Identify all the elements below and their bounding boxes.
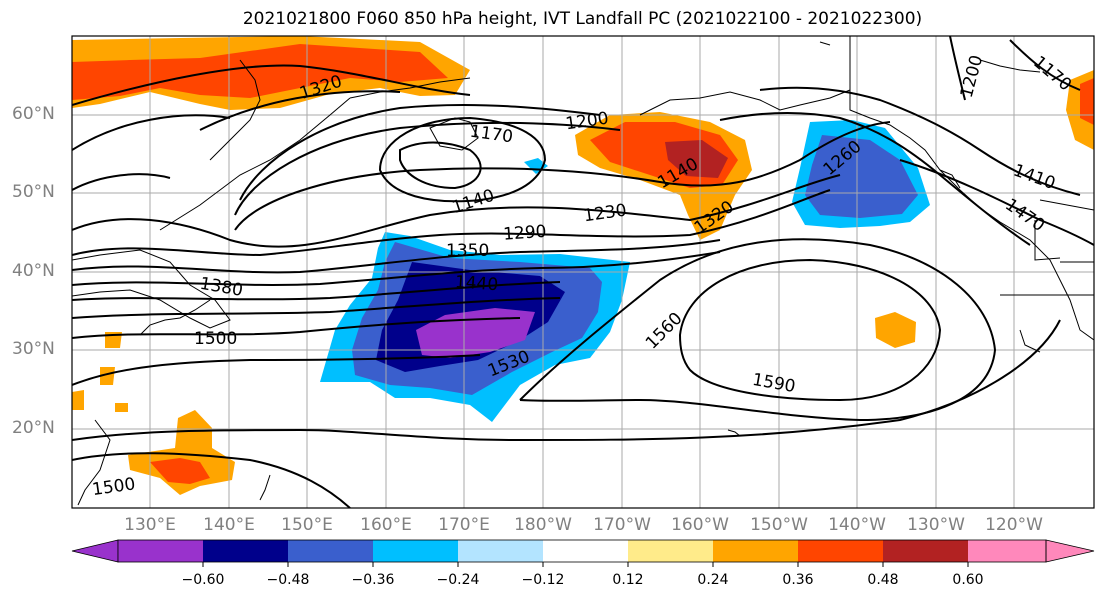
map-title: 2021021800 F060 850 hPa height, IVT Land…	[242, 9, 923, 29]
negative-anomaly-shading	[320, 120, 930, 422]
colorbar-swatch	[373, 540, 458, 562]
colorbar-tick-label: −0.24	[436, 572, 480, 588]
lon-label: 170°W	[593, 515, 651, 535]
colorbar	[71, 539, 1095, 567]
height-contours	[72, 36, 1094, 508]
coastlines	[72, 36, 1094, 506]
lon-label: 160°W	[671, 515, 729, 535]
colorbar-tick-label: 0.48	[867, 572, 899, 588]
lat-label: 40°N	[12, 261, 55, 281]
colorbar-swatch	[968, 540, 1046, 562]
colorbar-low-extension	[71, 539, 119, 563]
lon-label: 180°W	[514, 515, 572, 535]
colorbar-swatch	[543, 540, 628, 562]
lon-label: 140°W	[828, 515, 886, 535]
colorbar-tick-label: 0.36	[782, 572, 814, 588]
colorbar-swatch	[203, 540, 288, 562]
colorbar-swatch	[798, 540, 883, 562]
colorbar-swatch	[458, 540, 543, 562]
colorbar-tick-label: 0.24	[697, 572, 729, 588]
colorbar-swatch	[883, 540, 968, 562]
lon-label: 170°E	[438, 515, 490, 535]
lon-label: 150°W	[750, 515, 808, 535]
colorbar-swatch	[288, 540, 373, 562]
positive-anomaly-shading	[72, 36, 1094, 495]
colorbar-tick-label: −0.36	[351, 572, 395, 588]
lon-label: 140°E	[203, 515, 255, 535]
lon-label: 130°E	[124, 515, 176, 535]
colorbar-swatch	[713, 540, 798, 562]
lat-label: 30°N	[12, 339, 55, 359]
colorbar-tick-label: −0.60	[181, 572, 225, 588]
colorbar-swatch	[118, 540, 203, 562]
lon-label: 120°W	[985, 515, 1043, 535]
lon-label: 160°E	[360, 515, 412, 535]
contour-label: 1440	[454, 272, 499, 295]
lon-label: 130°W	[907, 515, 965, 535]
colorbar-tick-label: −0.48	[266, 572, 310, 588]
lat-label: 50°N	[12, 182, 55, 202]
colorbar-tick-label: −0.12	[521, 572, 565, 588]
colorbar-tick-label: 0.12	[612, 572, 644, 588]
lat-label: 20°N	[12, 418, 55, 438]
contour-label: 1290	[503, 222, 548, 245]
colorbar-high-extension	[1045, 539, 1095, 563]
contour-label: 1500	[194, 329, 237, 349]
lon-label: 150°E	[281, 515, 333, 535]
lat-label: 60°N	[12, 104, 55, 124]
contour-label: 1350	[446, 241, 489, 261]
colorbar-tick-label: 0.60	[952, 572, 984, 588]
colorbar-swatch	[628, 540, 713, 562]
plot-frame	[71, 35, 1095, 509]
